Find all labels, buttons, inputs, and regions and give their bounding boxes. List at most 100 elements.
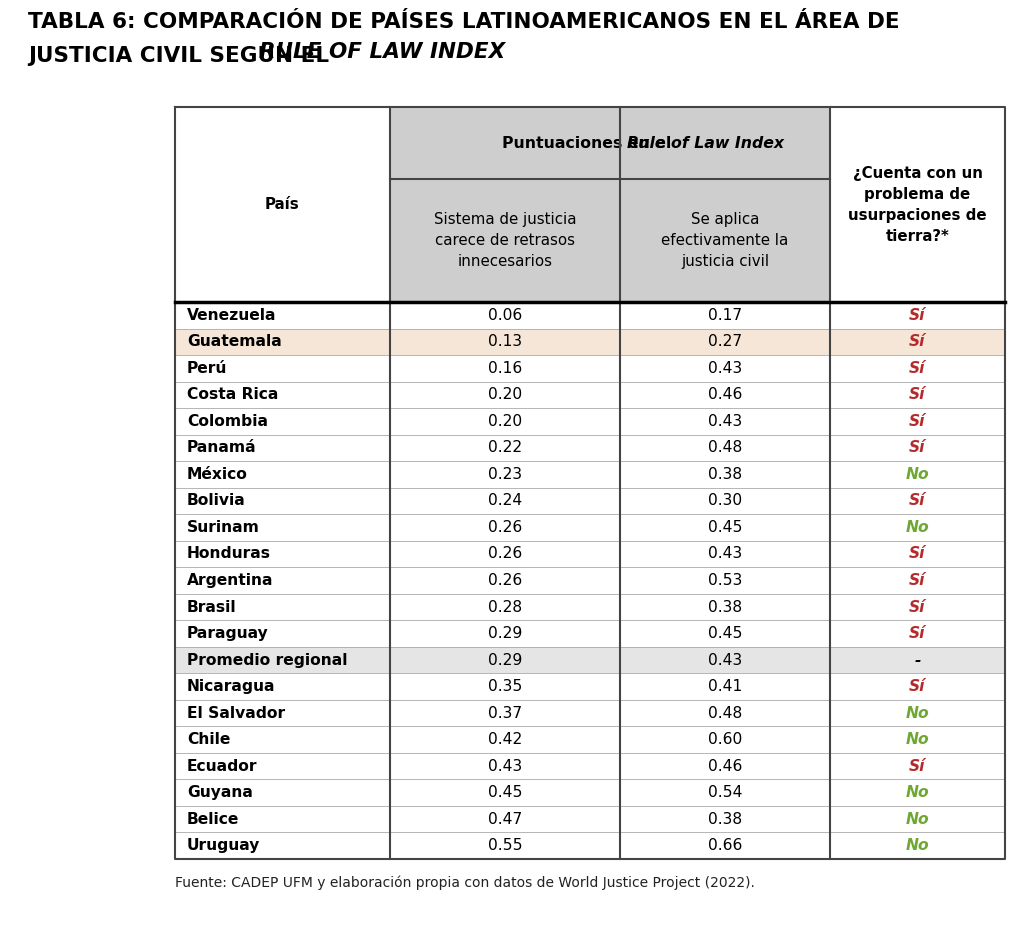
Text: Costa Rica: Costa Rica (187, 387, 279, 402)
Text: Puntuaciones en el: Puntuaciones en el (502, 135, 677, 150)
Text: 0.60: 0.60 (708, 732, 742, 747)
Text: 0.45: 0.45 (708, 626, 742, 641)
Text: 0.29: 0.29 (487, 653, 522, 667)
Bar (175, 540, 1005, 567)
Text: 0.26: 0.26 (487, 573, 522, 588)
Text: 0.06: 0.06 (487, 308, 522, 323)
Text: Venezuela: Venezuela (187, 308, 276, 323)
Text: 0.46: 0.46 (708, 387, 742, 402)
Text: 0.20: 0.20 (488, 387, 522, 402)
Text: 0.24: 0.24 (487, 493, 522, 508)
Text: Uruguay: Uruguay (187, 838, 260, 853)
Bar (175, 727, 1005, 753)
Text: Sí: Sí (909, 387, 926, 402)
Text: 0.46: 0.46 (708, 758, 742, 774)
Text: -: - (914, 653, 921, 667)
Text: No: No (905, 732, 930, 747)
Text: 0.45: 0.45 (487, 785, 522, 800)
Text: Rule of Law Index: Rule of Law Index (627, 135, 783, 150)
Text: Surinam: Surinam (187, 520, 260, 535)
Text: JUSTICIA CIVIL SEGÚN EL: JUSTICIA CIVIL SEGÚN EL (28, 42, 337, 66)
Bar (175, 567, 1005, 594)
Text: 0.43: 0.43 (487, 758, 522, 774)
Bar (175, 355, 1005, 382)
Text: Sí: Sí (909, 679, 926, 694)
Text: Honduras: Honduras (187, 547, 271, 562)
Bar (175, 382, 1005, 408)
Text: País: País (265, 197, 300, 212)
Bar (175, 435, 1005, 461)
Text: Colombia: Colombia (187, 413, 268, 429)
Text: Ecuador: Ecuador (187, 758, 257, 774)
Text: 0.43: 0.43 (708, 653, 742, 667)
Text: 0.48: 0.48 (708, 440, 742, 455)
Text: 0.35: 0.35 (487, 679, 522, 694)
Text: 0.38: 0.38 (708, 467, 742, 482)
Text: No: No (905, 705, 930, 720)
Text: Guyana: Guyana (187, 785, 253, 800)
Text: Sí: Sí (909, 335, 926, 349)
Bar (390, 179, 830, 302)
Text: 0.26: 0.26 (487, 520, 522, 535)
Text: No: No (905, 785, 930, 800)
Text: Puntuaciones en el: Puntuaciones en el (0, 920, 175, 927)
Bar (175, 647, 1005, 673)
Text: 0.42: 0.42 (487, 732, 522, 747)
Bar (175, 408, 1005, 435)
Text: 0.41: 0.41 (708, 679, 742, 694)
Text: 0.16: 0.16 (487, 361, 522, 375)
Bar (175, 806, 1005, 832)
Text: 0.28: 0.28 (488, 600, 522, 615)
Text: Brasil: Brasil (187, 600, 237, 615)
Text: ¿Cuenta con un
problema de
usurpaciones de
tierra?*: ¿Cuenta con un problema de usurpaciones … (848, 166, 987, 244)
Text: Panamá: Panamá (187, 440, 257, 455)
Text: Fuente: CADEP UFM y elaboración propia con datos de World Justice Project (2022): Fuente: CADEP UFM y elaboración propia c… (175, 875, 755, 890)
Bar (390, 107, 830, 179)
Text: Promedio regional: Promedio regional (187, 653, 347, 667)
Text: 0.13: 0.13 (488, 335, 522, 349)
Text: Sistema de justicia
carece de retrasos
innecesarios: Sistema de justicia carece de retrasos i… (434, 212, 577, 269)
Text: 0.53: 0.53 (708, 573, 742, 588)
Text: 0.27: 0.27 (708, 335, 742, 349)
Text: 0.54: 0.54 (708, 785, 742, 800)
Text: 0.37: 0.37 (487, 705, 522, 720)
Text: 0.43: 0.43 (708, 547, 742, 562)
Text: 0.20: 0.20 (488, 413, 522, 429)
Text: Sí: Sí (909, 573, 926, 588)
Text: Sí: Sí (909, 413, 926, 429)
Text: 0.26: 0.26 (487, 547, 522, 562)
Text: Paraguay: Paraguay (187, 626, 268, 641)
Text: No: No (905, 838, 930, 853)
Text: 0.17: 0.17 (708, 308, 742, 323)
Text: Sí: Sí (909, 626, 926, 641)
Text: Sí: Sí (909, 758, 926, 774)
Text: 0.22: 0.22 (488, 440, 522, 455)
Text: 0.30: 0.30 (708, 493, 742, 508)
Text: 0.23: 0.23 (488, 467, 522, 482)
Bar (175, 461, 1005, 488)
Text: Chile: Chile (187, 732, 230, 747)
Bar (175, 488, 1005, 514)
Text: JUSTICIA CIVIL SEGÚN EL: JUSTICIA CIVIL SEGÚN EL (28, 42, 337, 66)
Bar (175, 673, 1005, 700)
Text: Se aplica
efectivamente la
justicia civil: Se aplica efectivamente la justicia civi… (662, 212, 788, 269)
Text: 0.55: 0.55 (487, 838, 522, 853)
Bar (175, 514, 1005, 540)
Text: 0.38: 0.38 (708, 812, 742, 827)
Text: Guatemala: Guatemala (187, 335, 282, 349)
Bar (175, 328, 1005, 355)
Bar (175, 594, 1005, 620)
Bar (175, 753, 1005, 780)
Text: Perú: Perú (187, 361, 227, 375)
Text: 0.48: 0.48 (708, 705, 742, 720)
Text: 0.43: 0.43 (708, 361, 742, 375)
Text: Bolivia: Bolivia (187, 493, 246, 508)
Text: Sí: Sí (909, 493, 926, 508)
Text: No: No (905, 520, 930, 535)
Text: RULE OF LAW INDEX: RULE OF LAW INDEX (259, 42, 505, 62)
Text: Sí: Sí (909, 547, 926, 562)
Text: 0.47: 0.47 (487, 812, 522, 827)
Text: No: No (905, 467, 930, 482)
Text: Sí: Sí (909, 440, 926, 455)
Text: 0.38: 0.38 (708, 600, 742, 615)
